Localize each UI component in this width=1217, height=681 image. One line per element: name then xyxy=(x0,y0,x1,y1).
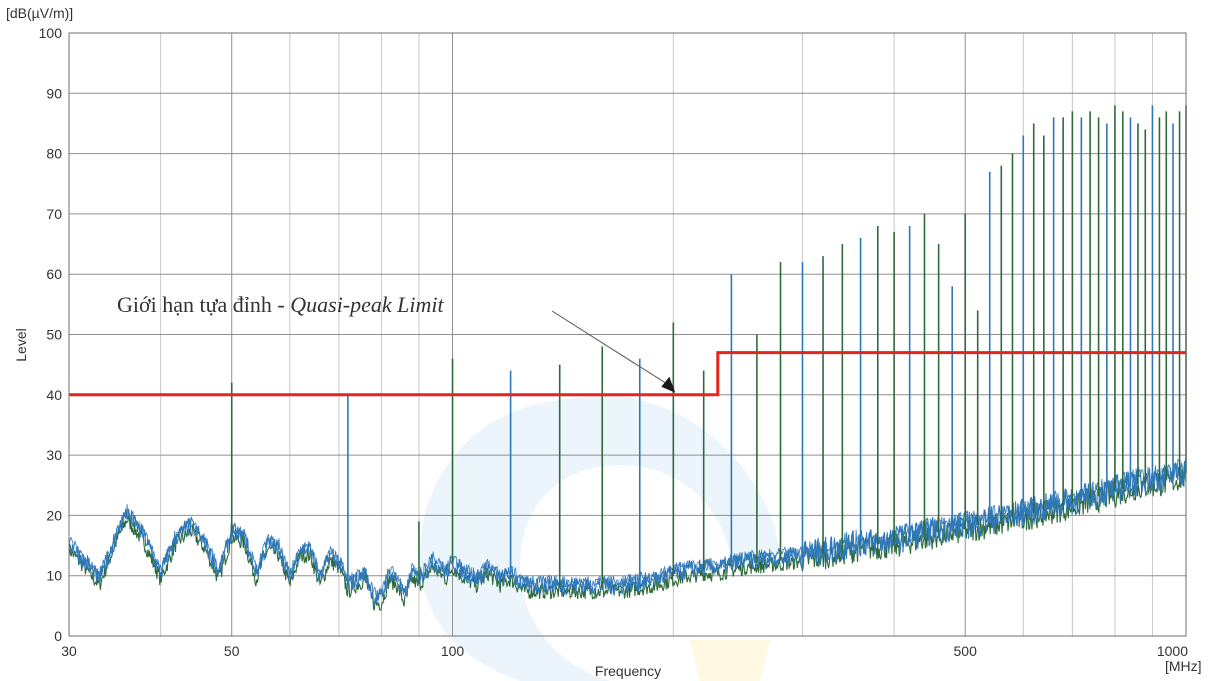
peaks-layer xyxy=(230,105,1187,588)
noise-floor-layer xyxy=(68,458,1187,611)
y-tick-label: 0 xyxy=(54,628,62,644)
watermark-logo xyxy=(420,395,780,681)
x-tick-label: 100 xyxy=(441,643,465,659)
x-tick-labels: 30 50 100 500 1000 xyxy=(61,643,1188,659)
annotation-leader-line xyxy=(551,310,666,384)
x-tick-label: 1000 xyxy=(1157,643,1188,659)
annotation-plain-text: Giới hạn tựa đỉnh - xyxy=(117,292,290,317)
watermark-arc xyxy=(420,395,780,681)
y-tick-label: 70 xyxy=(46,206,62,222)
y-tick-label: 30 xyxy=(46,447,62,463)
y-tick-label: 100 xyxy=(39,25,63,41)
y-tick-label: 90 xyxy=(46,85,62,101)
y-tick-label: 40 xyxy=(46,387,62,403)
x-tick-label: 500 xyxy=(954,643,978,659)
y-tick-label: 80 xyxy=(46,146,62,162)
y-tick-label: 20 xyxy=(46,507,62,523)
y-tick-label: 10 xyxy=(46,568,62,584)
annotation-text: Giới hạn tựa đỉnh - Quasi-peak Limit xyxy=(117,292,445,317)
grid xyxy=(68,32,1187,637)
y-tick-label: 60 xyxy=(46,266,62,282)
noise-trace xyxy=(68,461,1187,607)
y-unit-label: [dB(µV/m)] xyxy=(6,5,73,21)
x-unit-label: [MHz] xyxy=(1165,658,1202,674)
y-axis-title: Level xyxy=(13,328,29,361)
plot-frame xyxy=(68,32,1187,637)
limit-annotation: Giới hạn tựa đỉnh - Quasi-peak Limit xyxy=(117,292,676,393)
quasi-peak-limit-line xyxy=(69,351,1186,397)
watermark-accent xyxy=(690,640,770,681)
annotation-arrowhead xyxy=(661,376,676,393)
limit-layer xyxy=(69,351,1186,397)
x-tick-label: 30 xyxy=(61,643,77,659)
annotation-italic-text: Quasi-peak Limit xyxy=(290,292,444,317)
x-tick-label: 50 xyxy=(224,643,240,659)
noise-trace xyxy=(68,458,1187,600)
x-axis-title: Frequency xyxy=(595,663,661,679)
y-tick-label: 50 xyxy=(46,327,62,343)
y-tick-labels: 0 10 20 30 40 50 60 70 80 90 100 xyxy=(39,25,63,644)
